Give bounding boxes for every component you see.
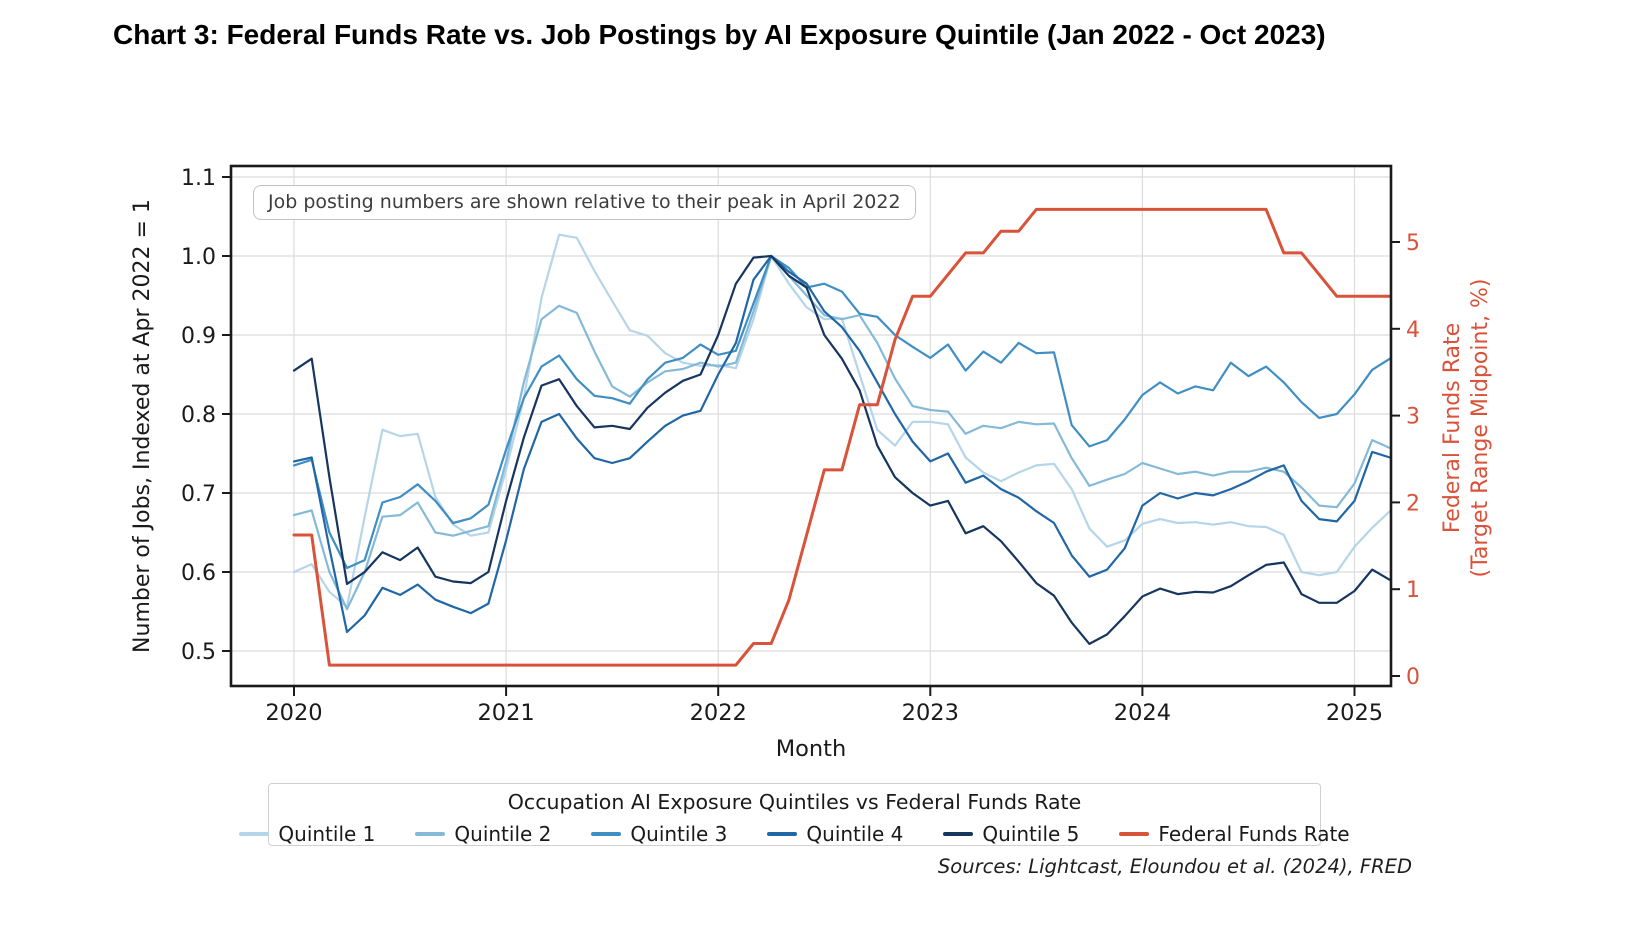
plot-border <box>229 164 1393 688</box>
legend-label: Quintile 3 <box>630 822 728 846</box>
legend-label: Quintile 2 <box>454 822 552 846</box>
legend-item-quintile-5: Quintile 5 <box>943 822 1079 846</box>
left-tick-label: 1.1 <box>181 166 216 191</box>
right-tick-label: 2 <box>1406 491 1420 516</box>
legend-label: Federal Funds Rate <box>1158 822 1350 846</box>
legend-item-quintile-4: Quintile 4 <box>767 822 903 846</box>
legend-label: Quintile 4 <box>806 822 904 846</box>
quintile-1-line-swatch-icon <box>239 832 270 836</box>
sources-note: Sources: Lightcast, Eloundou et al. (202… <box>937 855 1412 878</box>
right-tick-label: 1 <box>1406 578 1420 603</box>
x-axis-label: Month <box>776 736 847 762</box>
legend-item-quintile-1: Quintile 1 <box>239 822 375 846</box>
series-line-quintile-4 <box>292 254 1391 634</box>
annotation-box: Job posting numbers are shown relative t… <box>253 185 916 220</box>
right-axis-label-line1: Federal Funds Rate <box>1440 323 1465 533</box>
right-tick-label: 4 <box>1406 318 1420 343</box>
left-axis-label: Number of Jobs, Indexed at Apr 2022 = 1 <box>130 199 155 653</box>
series-line-federal-funds-rate <box>292 207 1392 667</box>
x-tick-label: 2024 <box>1114 700 1171 726</box>
x-tick-label: 2022 <box>690 700 747 726</box>
right-tick-label: 3 <box>1406 405 1420 430</box>
right-tick-label: 5 <box>1406 231 1420 256</box>
right-tick-label: 0 <box>1406 665 1420 690</box>
left-tick-label: 0.8 <box>181 403 216 428</box>
left-tick-label: 0.5 <box>181 640 216 665</box>
series-line-quintile-3 <box>292 254 1391 570</box>
quintile-2-line-swatch-icon <box>415 832 446 836</box>
x-tick-label: 2025 <box>1326 700 1383 726</box>
legend-item-quintile-3: Quintile 3 <box>591 822 727 846</box>
legend-item-federal-funds-rate: Federal Funds Rate <box>1119 822 1350 846</box>
legend-title: Occupation AI Exposure Quintiles vs Fede… <box>507 790 1082 814</box>
series-line-quintile-2 <box>292 254 1391 611</box>
left-tick-label: 1.0 <box>181 245 216 270</box>
x-tick-label: 2021 <box>477 700 534 726</box>
series-line-quintile-5 <box>292 254 1391 645</box>
quintile-3-line-swatch-icon <box>591 832 622 836</box>
federal-funds-rate-line-swatch-icon <box>1119 832 1150 836</box>
quintile-5-line-swatch-icon <box>943 832 974 836</box>
chart-title: Chart 3: Federal Funds Rate vs. Job Post… <box>113 19 1326 50</box>
x-tick-label: 2023 <box>902 700 959 726</box>
left-tick-label: 0.7 <box>181 482 216 507</box>
left-tick-label: 0.9 <box>181 324 216 349</box>
left-tick-label: 0.6 <box>181 561 216 586</box>
legend-items: Quintile 1 Quintile 2 Quintile 3 Quintil… <box>239 822 1350 846</box>
legend-box: Occupation AI Exposure Quintiles vs Fede… <box>239 783 1350 846</box>
legend-item-quintile-2: Quintile 2 <box>415 822 551 846</box>
legend-label: Quintile 5 <box>982 822 1080 846</box>
legend-label: Quintile 1 <box>278 822 376 846</box>
right-axis-label-line2: (Target Range Midpoint, %) <box>1468 279 1493 578</box>
x-tick-label: 2020 <box>265 700 322 726</box>
quintile-4-line-swatch-icon <box>767 832 798 836</box>
